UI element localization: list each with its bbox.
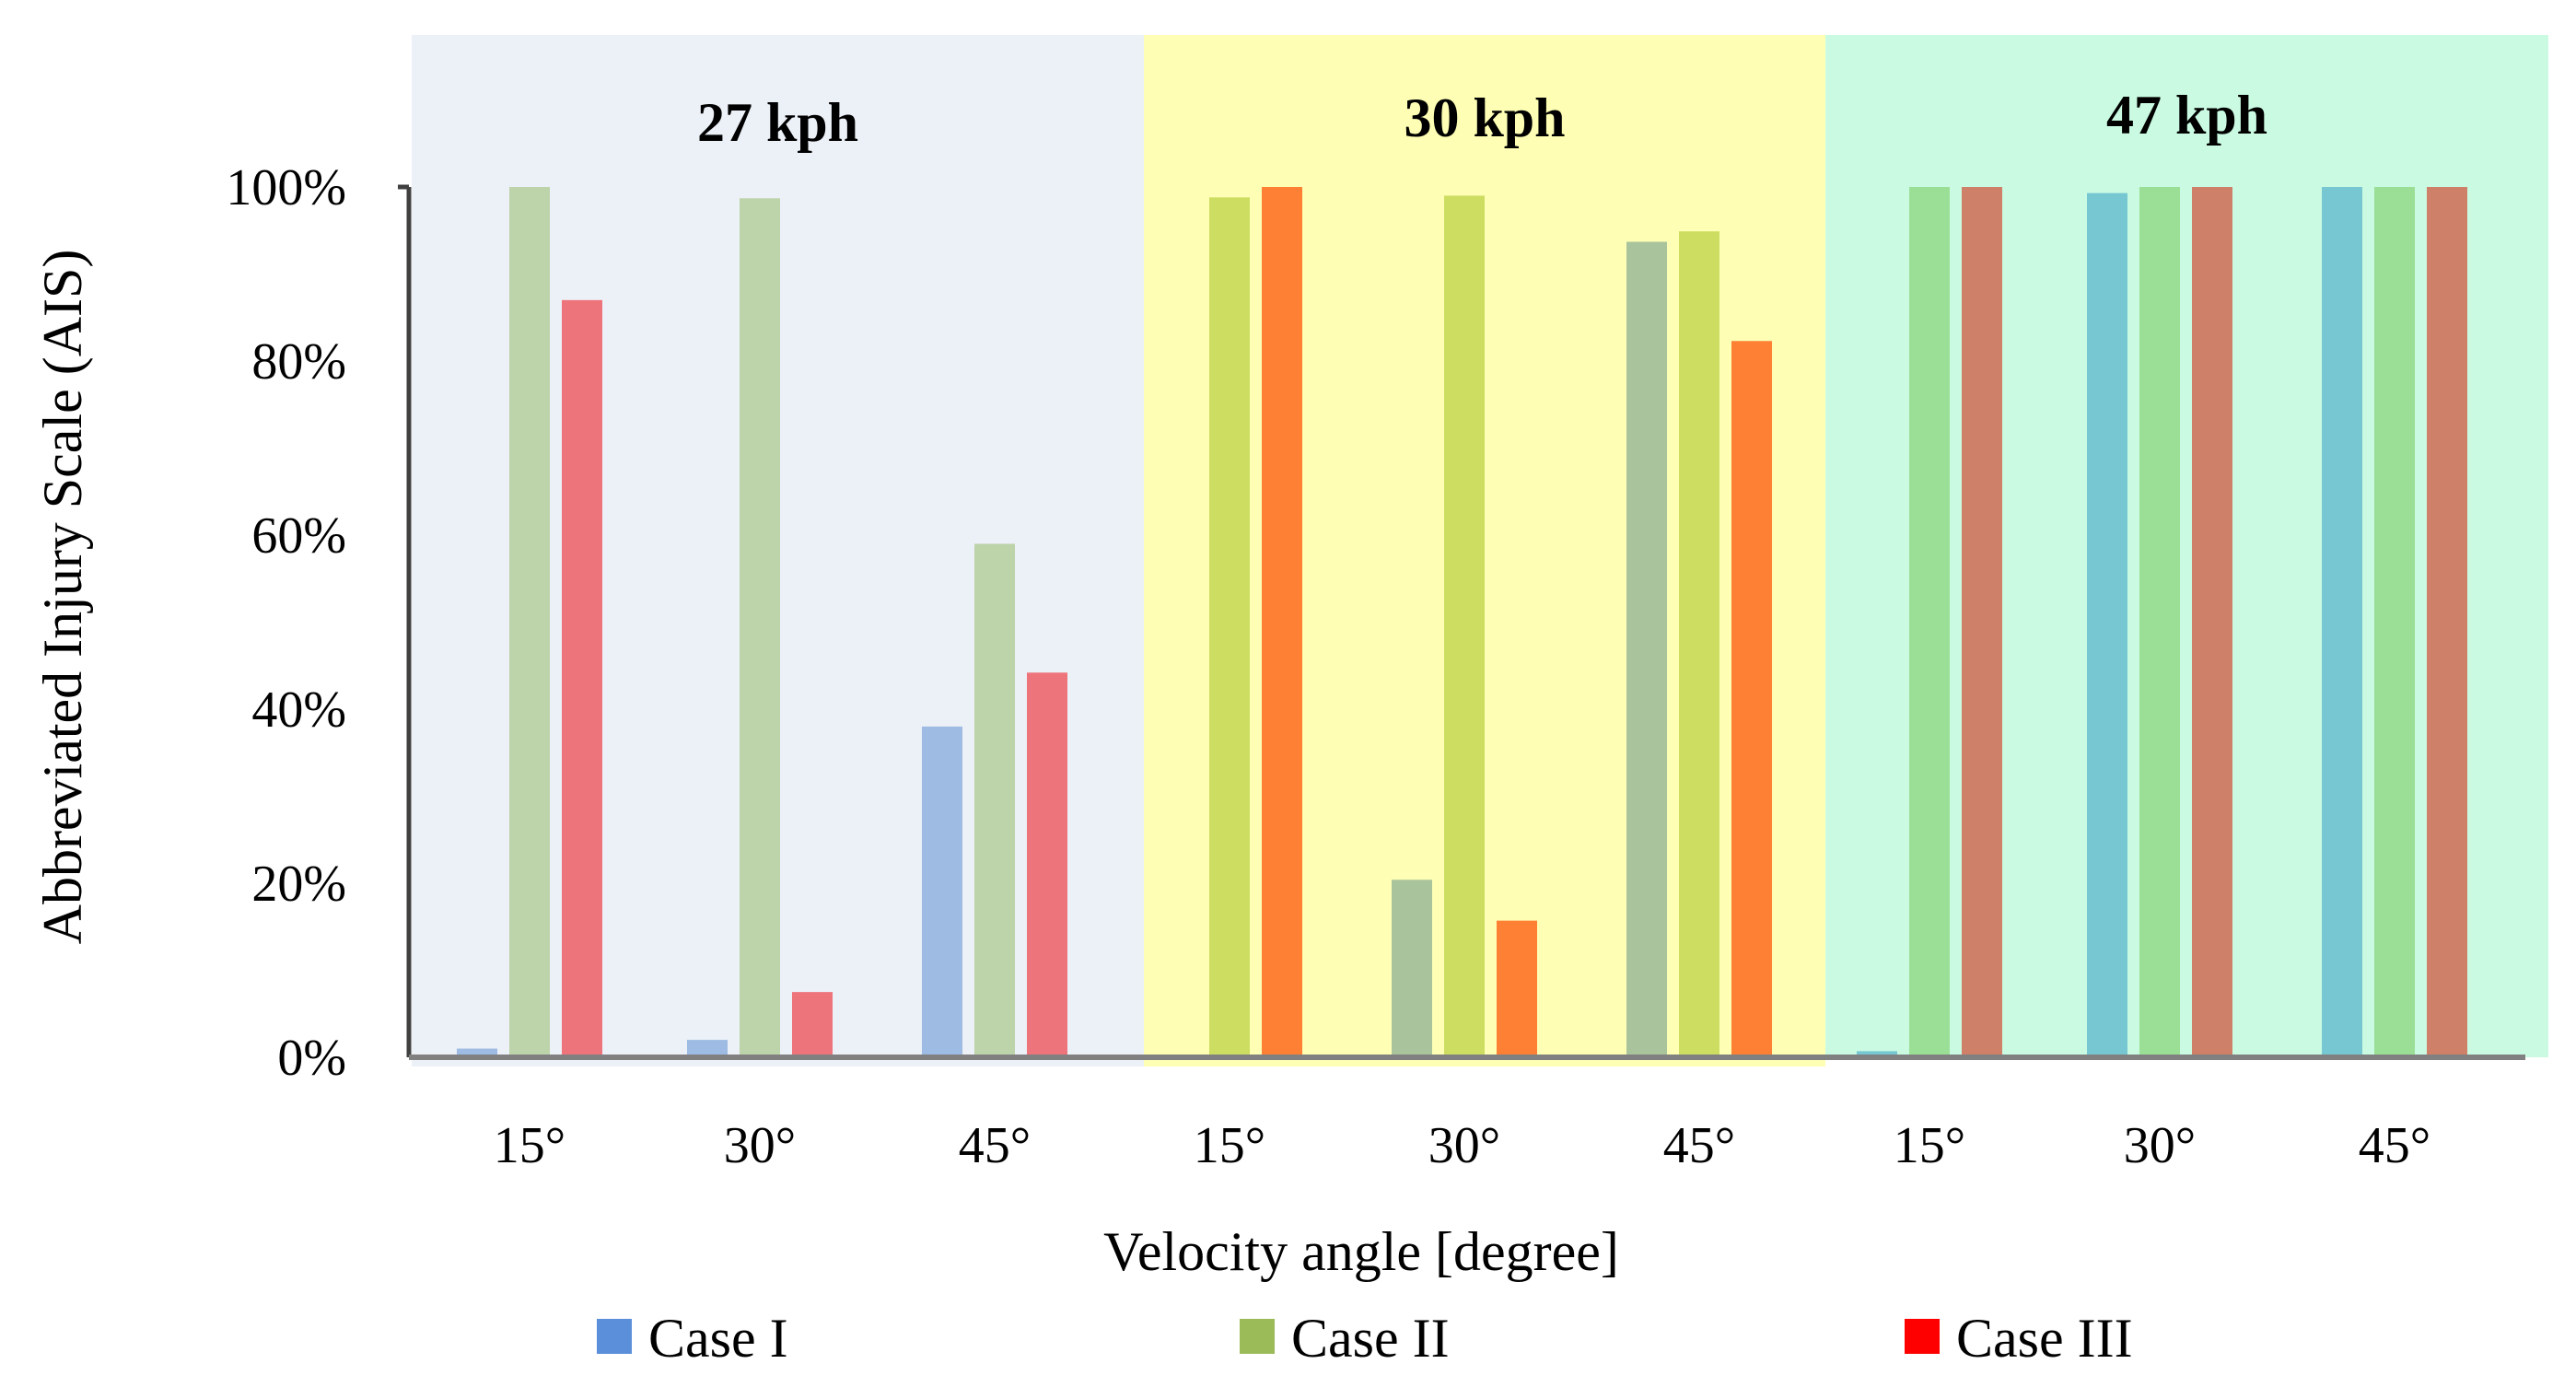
bar-panel3-15deg-case-3 [1962,187,2002,1057]
bar-panel1-15deg-case-2 [509,187,550,1057]
panel-titles: 27 kph 30 kph 47 kph [697,85,2267,153]
x-tick-label: 45° [2359,1117,2430,1174]
x-tick-label: 15° [1194,1117,1265,1174]
bar-panel3-30deg-case-2 [2139,187,2180,1057]
legend-label-case-3: Case III [1956,1308,2133,1369]
y-axis-title: Abbreviated Injury Scale (AIS) [32,250,93,945]
legend: Case I Case II Case III [597,1308,2133,1369]
bar-panel3-45deg-case-1 [2322,187,2362,1057]
bars [457,187,2467,1058]
bar-panel3-15deg-case-1 [1857,1051,1897,1057]
axes [398,184,2525,1060]
panel-title-3: 47 kph [2106,85,2267,146]
bar-panel1-30deg-case-2 [740,198,780,1057]
y-tick-label: 0% [277,1030,346,1087]
bar-panel3-45deg-case-2 [2374,187,2415,1057]
x-tick-label: 45° [959,1117,1031,1174]
y-tick-label: 60% [251,507,346,565]
bar-panel1-45deg-case-3 [1027,672,1067,1057]
bar-panel3-15deg-case-2 [1909,187,1950,1057]
bar-panel1-30deg-case-3 [792,992,833,1057]
bar-panel2-45deg-case-3 [1731,341,1772,1057]
bar-panel3-30deg-case-3 [2192,187,2232,1057]
legend-label-case-1: Case I [648,1308,788,1369]
x-tick-label: 30° [1428,1117,1500,1174]
x-tick-label: 30° [724,1117,796,1174]
bar-panel2-45deg-case-1 [1626,241,1667,1057]
bar-panel2-45deg-case-2 [1679,231,1719,1057]
y-tick-label: 20% [251,856,346,913]
bar-panel3-45deg-case-3 [2427,187,2467,1057]
x-tick-label: 30° [2124,1117,2196,1174]
legend-swatch-case-2 [1240,1319,1275,1354]
legend-swatch-case-1 [597,1319,632,1354]
y-tick-label: 40% [251,682,346,739]
bar-panel2-15deg-case-3 [1262,187,1302,1057]
x-tick-label: 45° [1663,1117,1735,1174]
bar-panel1-45deg-case-1 [922,726,962,1057]
x-tick-label: 15° [494,1117,565,1174]
bar-panel1-15deg-case-3 [562,299,602,1058]
y-tick-labels: 0% 20% 40% 60% 80% 100% [226,159,346,1087]
x-tick-label: 15° [1894,1117,1965,1174]
bar-panel1-15deg-case-1 [457,1048,497,1057]
bar-panel2-30deg-case-3 [1497,920,1537,1057]
panel-title-1: 27 kph [697,92,858,153]
x-tick-labels: 15° 30° 45° 15° 30° 45° 15° 30° 45° [494,1117,2430,1174]
bar-panel3-30deg-case-1 [2087,192,2127,1058]
bar-panel2-15deg-case-2 [1209,197,1250,1058]
legend-swatch-case-3 [1905,1319,1940,1354]
bar-panel1-30deg-case-1 [687,1040,728,1057]
y-tick-label: 80% [251,333,346,390]
panel-title-2: 30 kph [1404,87,1565,148]
legend-label-case-2: Case II [1291,1308,1450,1369]
bar-panel1-45deg-case-2 [974,543,1015,1057]
y-tick-label: 100% [226,159,346,216]
bar-panel2-30deg-case-1 [1392,880,1432,1057]
bar-panel2-30deg-case-2 [1444,195,1485,1057]
x-axis-title: Velocity angle [degree] [1103,1221,1619,1282]
